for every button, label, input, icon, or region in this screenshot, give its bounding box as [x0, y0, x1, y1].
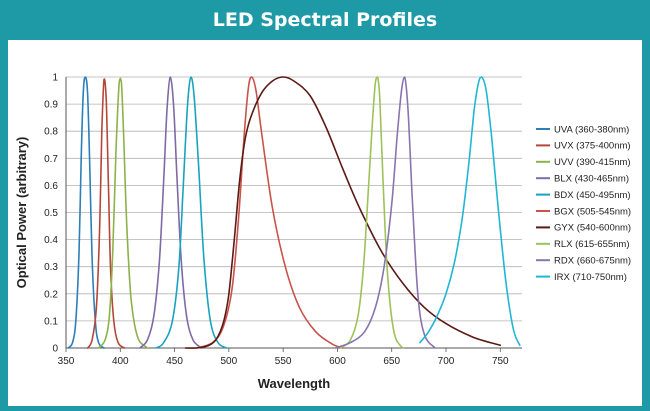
y-tick-label: 1: [52, 73, 58, 84]
x-tick-label: 350: [58, 356, 75, 367]
y-tick-label: 0: [52, 344, 58, 355]
legend-label: BGX (505-545nm): [554, 206, 631, 217]
legend-label: RLX (615-655nm): [554, 239, 630, 250]
chart-title: LED Spectral Profiles: [212, 9, 438, 31]
series-line-8: [339, 76, 404, 349]
legend-label: GYX (540-600nm): [554, 223, 631, 234]
y-tick-label: 0.2: [44, 289, 58, 300]
series-line-7: [184, 76, 502, 349]
y-tick-label: 0.6: [44, 181, 58, 192]
spectral-chart: 0 0.1 0.2 0.3 0.4 0.5 0.6 0.7 0.8 0.9 1 350 400 450 50…: [14, 73, 631, 392]
legend-label: UVX (375-400nm): [554, 141, 631, 152]
x-tick-label: 450: [166, 356, 183, 367]
legend-label: BDX (450-495nm): [554, 190, 631, 201]
legend-label: BLX (430-465nm): [554, 174, 629, 185]
series-line-5: [155, 76, 228, 349]
y-tick-label: 0.5: [44, 208, 58, 219]
series-line-3: [97, 77, 149, 349]
series-line-10: [419, 76, 521, 347]
y-tick-label: 0.3: [44, 262, 58, 273]
series-line-2: [86, 78, 126, 349]
series-line-4: [139, 76, 203, 349]
y-tick-label: 0.1: [44, 316, 58, 327]
y-tick-label: 0.8: [44, 127, 58, 138]
y-axis-title: Optical Power (arbitrary): [14, 137, 29, 289]
x-tick-label: 400: [112, 356, 129, 367]
y-tick-label: 0.7: [44, 154, 58, 165]
x-axis-title: Wavelength: [258, 376, 331, 391]
series-line-6: [195, 76, 344, 349]
x-tick-label: 650: [383, 356, 400, 367]
legend-label: RDX (660-675nm): [554, 256, 631, 267]
y-tick-label: 0.4: [44, 235, 58, 246]
x-tick-label: 700: [438, 356, 455, 367]
y-tick-label: 0.9: [44, 100, 58, 111]
x-tick-label: 750: [492, 356, 509, 367]
legend-label: UVV (390-415nm): [554, 157, 631, 168]
legend-label: IRX (710-750nm): [554, 272, 627, 283]
x-tick-label: 600: [329, 356, 346, 367]
legend-label: UVA (360-380nm): [554, 124, 629, 135]
chart-panel: 0 0.1 0.2 0.3 0.4 0.5 0.6 0.7 0.8 0.9 1 350 400 450 50…: [8, 40, 642, 406]
x-tick-label: 500: [221, 356, 238, 367]
series-line-9: [334, 76, 436, 349]
x-tick-label: 550: [275, 356, 292, 367]
